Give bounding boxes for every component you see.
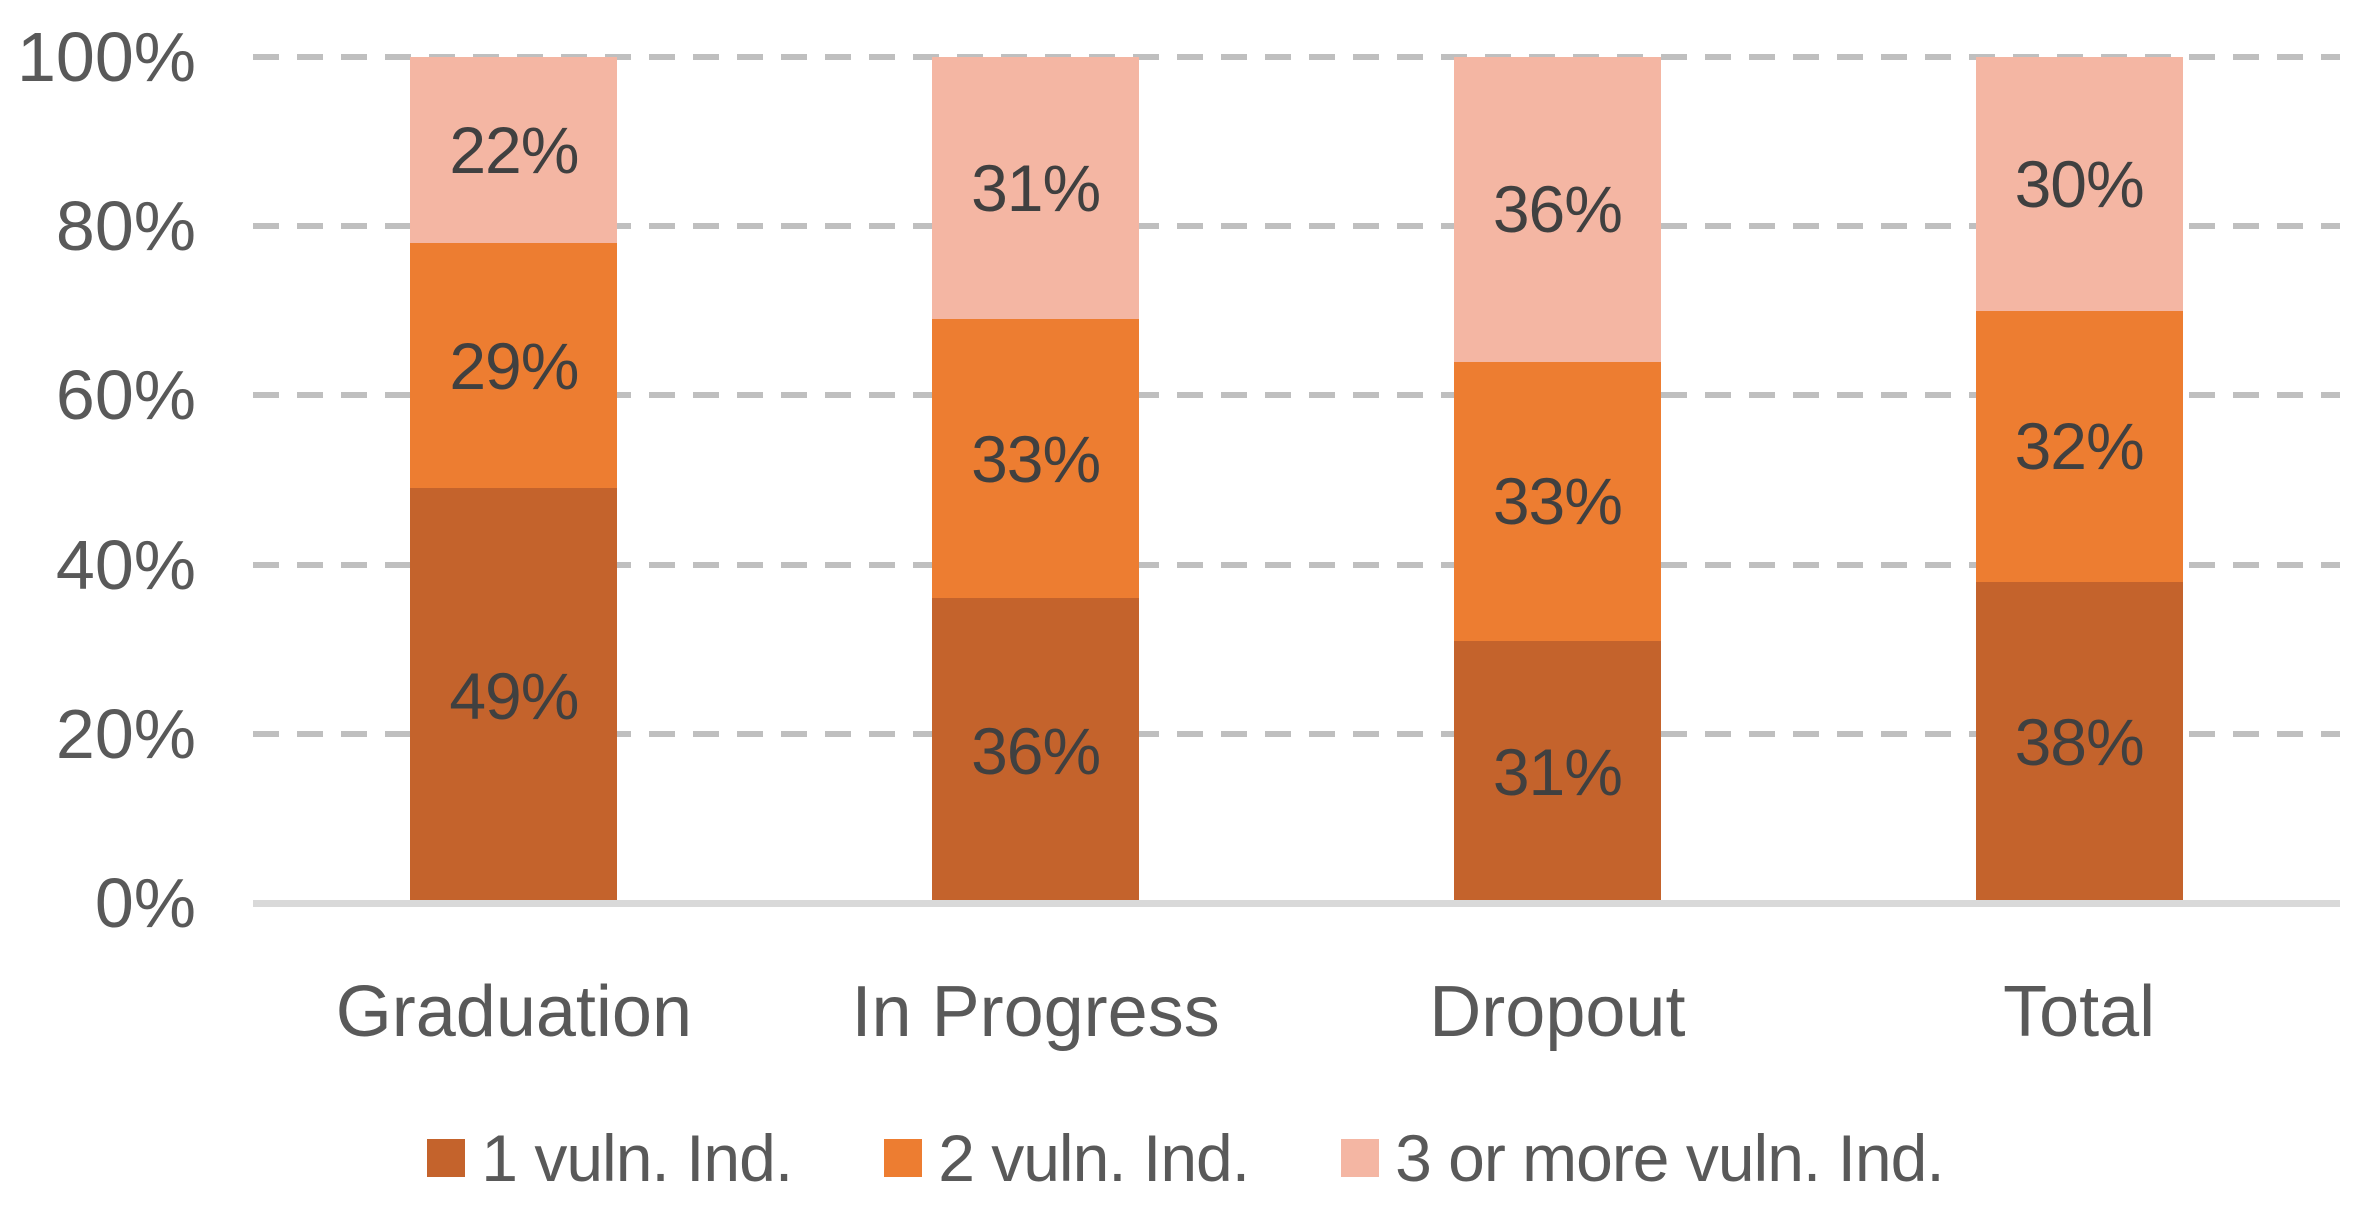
- data-label: 30%: [2014, 146, 2145, 221]
- bar-in-progress: 31% 33% 36%: [932, 57, 1140, 903]
- gridline-60: [253, 392, 2340, 399]
- bar-graduation: 22% 29% 49%: [410, 57, 618, 903]
- category-label: Total: [2003, 972, 2156, 1052]
- bar-segment: 38%: [1975, 581, 2183, 903]
- legend: 1 vuln. Ind. 2 vuln. Ind. 3 or more vuln. …: [0, 1120, 2371, 1196]
- bar-segment: 32%: [1975, 310, 2183, 582]
- legend-label: 3 or more vuln. Ind.: [1395, 1121, 1945, 1195]
- bar-segment: 22%: [410, 57, 618, 244]
- bar-segment: 33%: [1453, 361, 1661, 641]
- data-label: 33%: [1492, 464, 1623, 539]
- x-axis-line: [253, 900, 2340, 907]
- bar-segment: 36%: [1453, 57, 1661, 362]
- bar-total: 30% 32% 38%: [1975, 57, 2183, 903]
- data-label: 49%: [449, 658, 579, 733]
- legend-item: 3 or more vuln. Ind.: [1341, 1120, 1945, 1196]
- data-label: 31%: [1492, 734, 1623, 809]
- data-label: 33%: [971, 421, 1101, 496]
- category-label: In Progress: [851, 972, 1220, 1052]
- legend-swatch: [427, 1139, 466, 1177]
- data-label: 29%: [449, 328, 579, 403]
- y-tick-label: 60%: [55, 356, 196, 435]
- data-label: 22%: [449, 113, 579, 188]
- bar-dropout: 36% 33% 31%: [1453, 57, 1661, 903]
- bar-segment: 36%: [932, 598, 1140, 903]
- y-tick-label: 40%: [55, 525, 196, 604]
- bar-segment: 30%: [1975, 57, 2183, 311]
- y-tick-label: 20%: [55, 694, 196, 773]
- bar-segment: 29%: [410, 243, 618, 489]
- bar-segment: 33%: [932, 319, 1140, 599]
- category-label: Dropout: [1429, 972, 1686, 1052]
- gridline-100: [253, 54, 2340, 60]
- y-tick-label: 80%: [55, 187, 196, 266]
- gridline-20: [253, 730, 2340, 737]
- data-label: 31%: [971, 151, 1101, 226]
- data-label: 38%: [2014, 705, 2145, 780]
- legend-swatch: [1341, 1139, 1380, 1177]
- legend-label: 1 vuln. Ind.: [481, 1121, 793, 1195]
- legend-label: 2 vuln. Ind.: [938, 1121, 1250, 1195]
- bar-segment: 31%: [932, 57, 1140, 320]
- y-tick-label: 100%: [16, 18, 196, 96]
- data-label: 32%: [2014, 409, 2145, 484]
- legend-item: 2 vuln. Ind.: [884, 1120, 1250, 1196]
- data-label: 36%: [971, 713, 1101, 788]
- legend-swatch: [884, 1139, 923, 1177]
- bar-segment: 31%: [1453, 640, 1661, 903]
- category-label: Graduation: [335, 972, 692, 1052]
- bar-segment: 49%: [410, 488, 618, 903]
- data-label: 36%: [1492, 172, 1623, 247]
- legend-item: 1 vuln. Ind.: [427, 1120, 793, 1196]
- gridline-80: [253, 223, 2340, 230]
- gridline-40: [253, 561, 2340, 568]
- y-tick-label: 0%: [94, 864, 196, 942]
